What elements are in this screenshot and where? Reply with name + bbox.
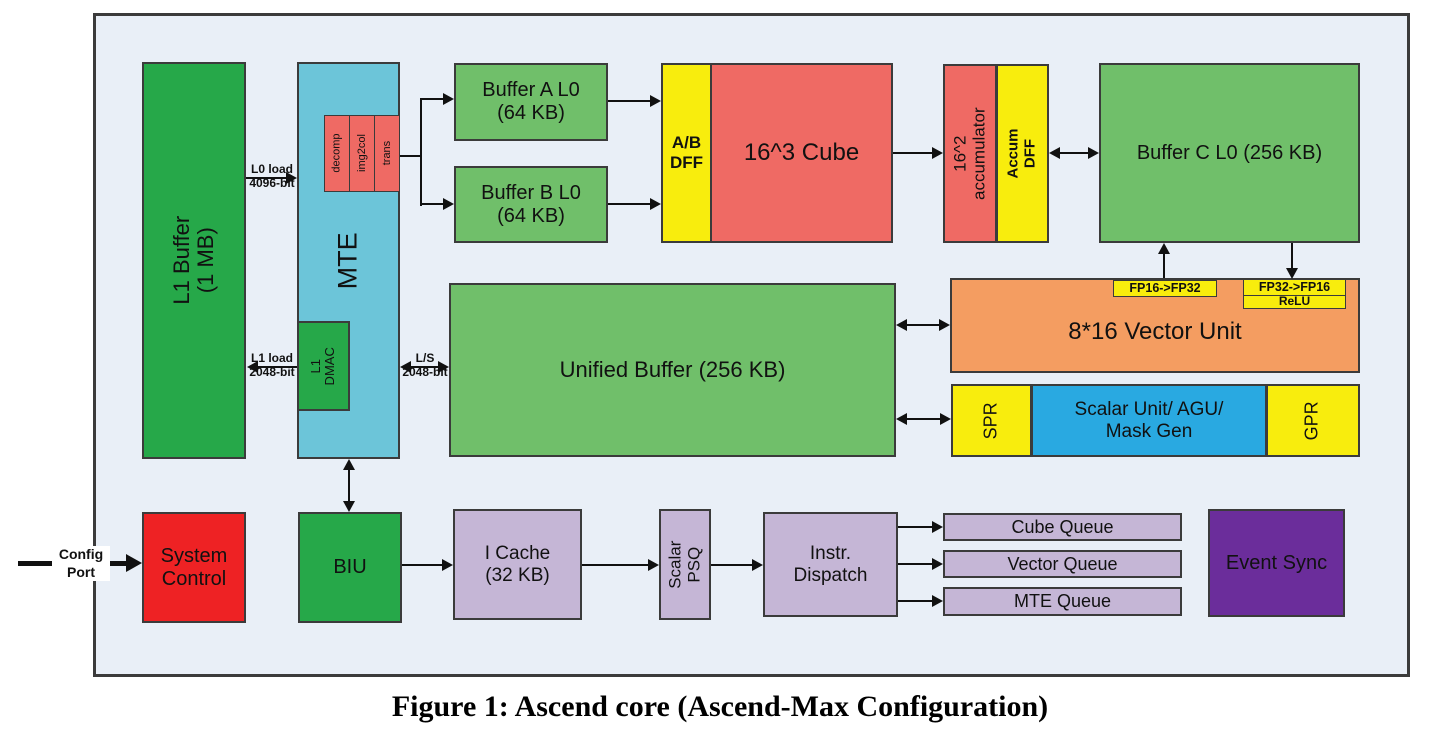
label-l0-load: L0 load 4096-bit (249, 162, 295, 190)
block-label: I Cache (32 KB) (484, 542, 551, 586)
label-ls-bus: L/S 2048-bit (402, 351, 448, 379)
block-label: Event Sync (1225, 551, 1328, 574)
block-gpr: GPR (1266, 384, 1360, 457)
block-trans: trans (374, 115, 400, 192)
block-label: L1 Buffer (1 MB) (168, 216, 218, 305)
block-scalar-psq: Scalar PSQ (659, 509, 711, 620)
block-label: 8*16 Vector Unit (1068, 317, 1242, 345)
block-label: Buffer B L0 (64 KB) (481, 181, 581, 227)
block-label: Scalar Unit/ AGU/ Mask Gen (1074, 398, 1224, 442)
block-label: 16^3 Cube (743, 139, 860, 167)
block-cube: 16^3 Cube (710, 63, 893, 243)
block-label: ReLU (1278, 293, 1311, 308)
block-label: Unified Buffer (256 KB) (559, 357, 786, 383)
block-instr-dispatch: Instr. Dispatch (763, 512, 898, 617)
block-scalar-unit: Scalar Unit/ AGU/ Mask Gen (1031, 384, 1267, 457)
block-fp16-to-fp32: FP16->FP32 (1113, 280, 1217, 297)
block-unified-buffer: Unified Buffer (256 KB) (449, 283, 896, 457)
figure-caption: Figure 1: Ascend core (Ascend-Max Config… (391, 690, 1049, 723)
block-label: Cube Queue (1011, 516, 1114, 537)
block-l1-buffer: L1 Buffer (1 MB) (142, 62, 246, 459)
block-label: GPR (1302, 400, 1323, 440)
block-label: FP16->FP32 (1129, 281, 1201, 296)
block-relu: ReLU (1243, 293, 1346, 309)
block-label: L1 DMAC (308, 346, 338, 386)
block-label: MTE Queue (1013, 591, 1112, 612)
block-accum-dff: Accum DFF (996, 64, 1049, 243)
block-label: Buffer C L0 (256 KB) (1136, 141, 1323, 164)
block-ab-dff: A/B DFF (661, 63, 712, 243)
block-label: SPR (980, 401, 1001, 439)
block-decomp: decomp (324, 115, 350, 192)
block-label: trans (380, 141, 393, 166)
block-label: Instr. Dispatch (793, 542, 868, 586)
block-img2col: img2col (349, 115, 375, 192)
block-vector-queue: Vector Queue (943, 550, 1182, 578)
block-label: decomp (330, 133, 343, 174)
block-buffer-a-l0: Buffer A L0 (64 KB) (454, 63, 608, 141)
block-icache: I Cache (32 KB) (453, 509, 582, 620)
block-buffer-c-l0: Buffer C L0 (256 KB) (1099, 63, 1360, 243)
block-label: Vector Queue (1007, 553, 1118, 574)
block-label: Scalar PSQ (665, 540, 703, 589)
block-label: 16^2 accumulator (950, 107, 989, 200)
block-label: A/B DFF (669, 133, 704, 172)
label-config-port: Config Port (52, 546, 110, 581)
block-label: FP32->FP16 (1258, 280, 1331, 295)
block-label: Buffer A L0 (64 KB) (482, 79, 580, 124)
block-label: MTE (332, 232, 363, 289)
block-cube-queue: Cube Queue (943, 513, 1182, 541)
block-event-sync: Event Sync (1208, 509, 1345, 617)
block-label: img2col (355, 134, 368, 173)
block-l1-dmac: L1 DMAC (297, 321, 350, 411)
block-biu: BIU (298, 512, 402, 623)
block-label: Accum DFF (1005, 128, 1039, 179)
block-label: System Control (160, 544, 228, 590)
block-label: BIU (333, 556, 367, 578)
block-buffer-b-l0: Buffer B L0 (64 KB) (454, 166, 608, 243)
block-system-control: System Control (142, 512, 246, 623)
block-mte-queue: MTE Queue (943, 587, 1182, 616)
block-spr: SPR (951, 384, 1032, 457)
label-l1-load: L1 load 2048-bit (249, 351, 295, 379)
block-accumulator: 16^2 accumulator (943, 64, 997, 243)
